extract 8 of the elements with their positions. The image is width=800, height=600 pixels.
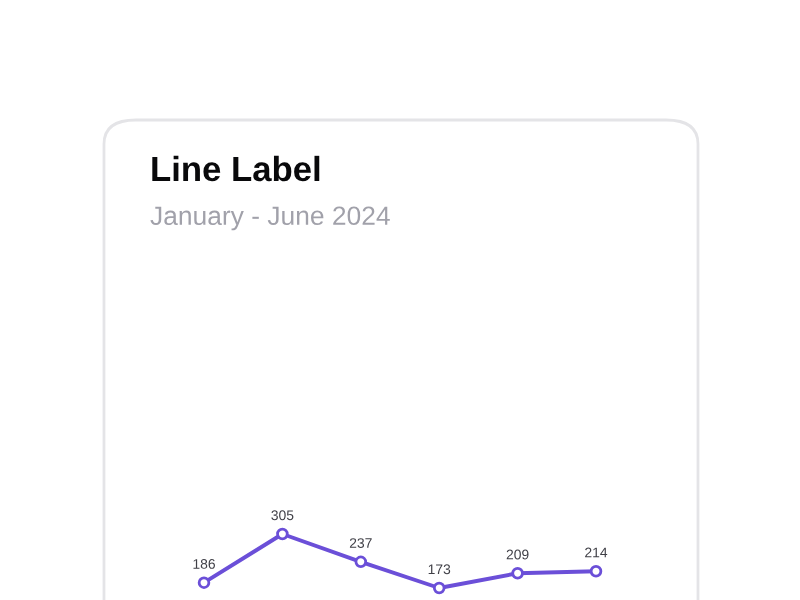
point [197,576,211,589]
point [354,555,368,569]
point [589,564,603,578]
point [432,581,446,595]
point [276,527,289,541]
chart-title: Line Label [152,155,320,182]
chart-subtitle: January - June 2024 [150,206,390,231]
point [511,567,524,580]
